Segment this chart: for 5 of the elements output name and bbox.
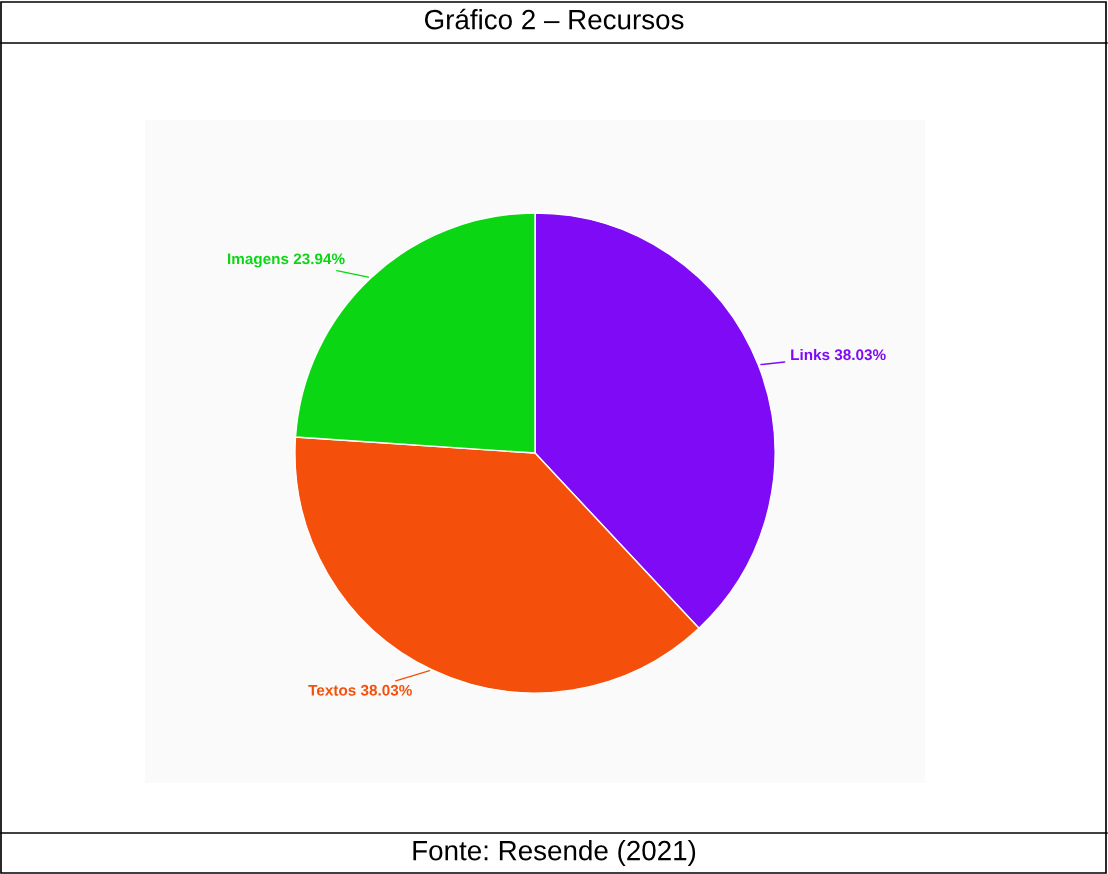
slice-label: Imagens 23.94%: [228, 253, 345, 268]
slice-label: Textos 38.03%: [308, 684, 412, 696]
slice-label: Links 38.03%: [791, 348, 886, 361]
chart-title: Gráfico 2 – Recursos: [424, 8, 684, 30]
source-note: Fonte: Resende (2021): [413, 840, 696, 866]
